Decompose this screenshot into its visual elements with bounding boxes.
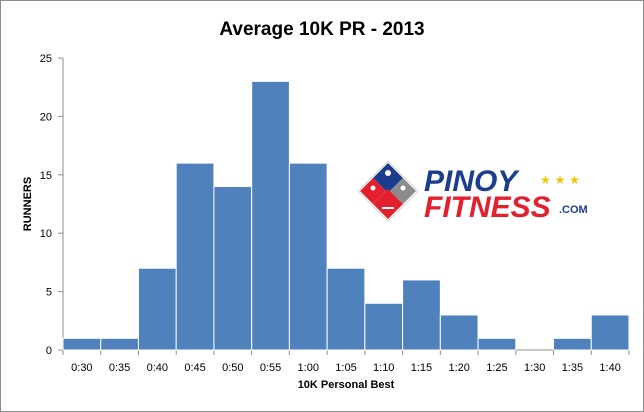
x-tick-label: 1:25 — [486, 362, 507, 374]
bars-group — [62, 80, 630, 351]
x-axis-title: 10K Personal Best — [298, 379, 395, 391]
bar-1-35 — [553, 337, 592, 351]
x-tick-label: 1:10 — [373, 362, 394, 374]
x-tick-label: 1:05 — [335, 362, 356, 374]
bar-0-45 — [175, 162, 215, 351]
x-tick-label: 1:20 — [448, 362, 469, 374]
x-tick-label: 1:40 — [599, 362, 620, 374]
x-axis: 0:30 0:35 0:40 0:45 0:50 0:55 1:00 1:05 1:10 1:15… — [62, 349, 630, 374]
logo-text-fitness: FITNESS — [424, 191, 551, 224]
x-tick-label: 1:30 — [524, 362, 545, 374]
y-tick-label: 15 — [40, 170, 52, 182]
bar-0-50 — [213, 185, 253, 351]
bar-1-25 — [477, 337, 517, 351]
bar-1-15 — [402, 279, 441, 351]
sports-diamond-icon — [357, 160, 419, 222]
logo-text-pinoy: PINOY — [424, 165, 520, 198]
x-tick-label: 0:40 — [147, 362, 168, 374]
y-axis: 0 5 10 15 20 25 — [40, 53, 64, 357]
bar-0-40 — [137, 267, 177, 351]
x-tick-label: 0:50 — [222, 362, 243, 374]
bar-0-30 — [62, 337, 102, 351]
bar-1-00 — [288, 162, 328, 351]
x-tick-label: 1:00 — [298, 362, 319, 374]
bar-1-40 — [590, 314, 630, 351]
x-tick-label: 0:55 — [260, 362, 281, 374]
logo-stars: ★ ★ ★ — [540, 173, 580, 187]
y-tick-label: 20 — [40, 111, 52, 123]
y-tick-label: 5 — [46, 287, 52, 299]
bar-0-35 — [100, 337, 139, 351]
logo-text-dotcom: .COM — [559, 204, 588, 216]
y-tick-label: 10 — [40, 228, 52, 240]
x-tick-label: 0:45 — [184, 362, 205, 374]
bar-1-20 — [439, 314, 479, 351]
y-axis-title: RUNNERS — [22, 177, 34, 231]
y-tick-label: 25 — [40, 53, 52, 65]
bar-1-10 — [364, 302, 404, 351]
bar-0-55 — [251, 80, 290, 351]
pinoy-fitness-logo: PINOY ★ ★ ★ FITNESS .COM — [357, 160, 588, 224]
y-tick-label: 0 — [46, 345, 52, 357]
chart-title: Average 10K PR - 2013 — [219, 19, 424, 40]
x-tick-label: 0:30 — [71, 362, 92, 374]
x-tick-label: 1:15 — [411, 362, 432, 374]
x-tick-label: 1:35 — [562, 362, 583, 374]
x-tick-label: 0:35 — [109, 362, 130, 374]
bar-1-05 — [326, 267, 366, 351]
